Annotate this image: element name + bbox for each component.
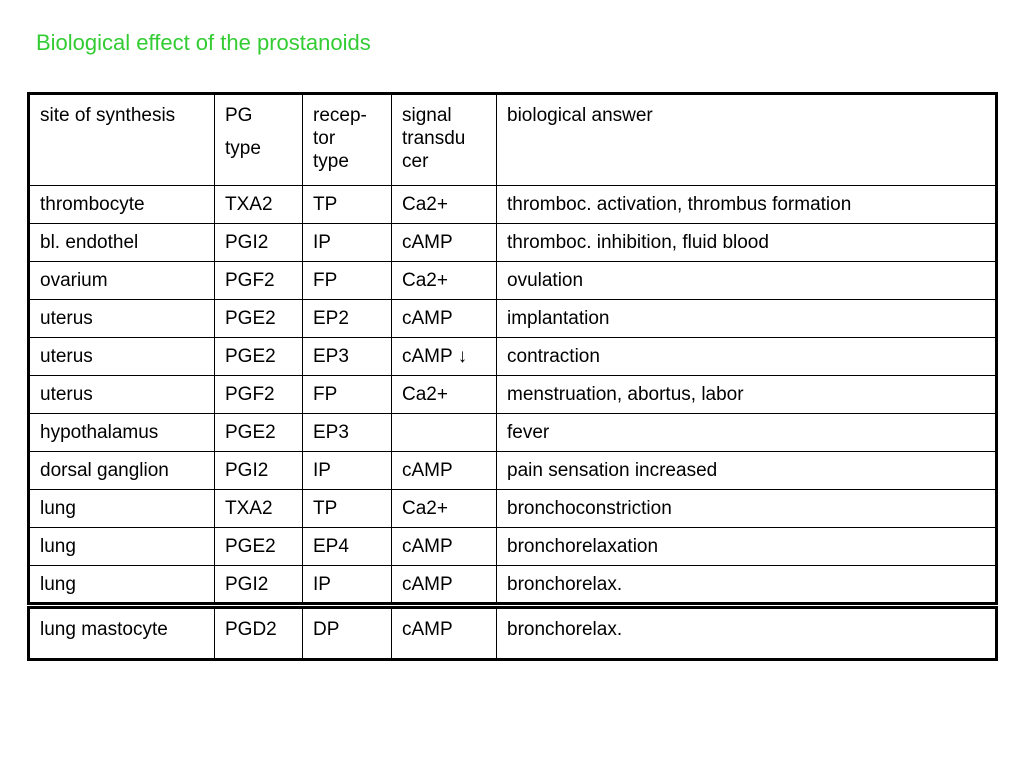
- cell-site: thrombocyte: [28, 185, 215, 224]
- cell-signal: cAMP: [391, 299, 497, 338]
- header-pg-type: PG type: [214, 93, 303, 186]
- cell-biological-answer: menstruation, abortus, labor: [496, 375, 997, 414]
- cell-site: ovarium: [28, 261, 215, 300]
- cell-signal: cAMP ↓: [391, 337, 497, 376]
- cell-biological-answer: pain sensation increased: [496, 451, 997, 490]
- header-receptor-line-2: tor: [313, 128, 336, 149]
- table-row: thrombocyte TXA2 TP Ca2+ thromboc. activatio…: [28, 185, 997, 224]
- cell-biological-answer: bronchorelax.: [496, 565, 997, 604]
- header-pg-line-1: PG: [225, 105, 253, 126]
- header-signal-line-2: transdu: [402, 128, 466, 149]
- header-pg-line-2: type: [225, 138, 261, 159]
- cell-site: lung: [28, 527, 215, 566]
- cell-site: uterus: [28, 299, 215, 338]
- cell-receptor: EP4: [302, 527, 392, 566]
- cell-receptor: FP: [302, 261, 392, 300]
- cell-biological-answer: bronchorelaxation: [496, 527, 997, 566]
- cell-biological-answer: bronchoconstriction: [496, 489, 997, 528]
- cell-pg-type: PGF2: [214, 375, 303, 414]
- cell-signal: Ca2+: [391, 261, 497, 300]
- header-receptor-line-1: recep-: [313, 105, 367, 126]
- cell-biological-answer: fever: [496, 413, 997, 452]
- table-row: ovarium PGF2 FP Ca2+ ovulation: [28, 261, 997, 300]
- header-biological-answer: biological answer: [496, 93, 997, 186]
- cell-site: bl. endothel: [28, 223, 215, 262]
- header-receptor-line-3: type: [313, 151, 349, 172]
- cell-site: lung mastocyte: [28, 607, 215, 660]
- table-row: lung PGE2 EP4 cAMP bronchorelaxation: [28, 527, 997, 566]
- cell-pg-type: TXA2: [214, 185, 303, 224]
- cell-signal: cAMP: [391, 607, 497, 660]
- cell-pg-type: PGE2: [214, 527, 303, 566]
- table-header-row: site of synthesis PG type recep- tor typ…: [28, 93, 997, 186]
- cell-biological-answer: bronchorelax.: [496, 607, 997, 660]
- cell-site: lung: [28, 565, 215, 604]
- table-row: uterus PGE2 EP2 cAMP implantation: [28, 299, 997, 338]
- cell-signal: Ca2+: [391, 375, 497, 414]
- cell-site: uterus: [28, 375, 215, 414]
- header-bio-label: biological answer: [507, 105, 653, 126]
- header-signal-transducer: signal transdu cer: [391, 93, 497, 186]
- cell-receptor: TP: [302, 489, 392, 528]
- cell-receptor: IP: [302, 451, 392, 490]
- cell-pg-type: PGI2: [214, 451, 303, 490]
- header-signal-line-3: cer: [402, 151, 429, 172]
- table-row: dorsal ganglion PGI2 IP cAMP pain sensation …: [28, 451, 997, 490]
- table-row: bl. endothel PGI2 IP cAMP thromboc. inhibiti…: [28, 223, 997, 262]
- table-row: uterus PGF2 FP Ca2+ menstruation, abortus, l…: [28, 375, 997, 414]
- cell-biological-answer: thromboc. inhibition, fluid blood: [496, 223, 997, 262]
- cell-site: uterus: [28, 337, 215, 376]
- table-row: lung TXA2 TP Ca2+ bronchoconstriction: [28, 489, 997, 528]
- slide-title: Biological effect of the prostanoids: [36, 30, 371, 55]
- cell-pg-type: PGE2: [214, 299, 303, 338]
- cell-pg-type: PGD2: [214, 607, 303, 660]
- cell-site: lung: [28, 489, 215, 528]
- cell-receptor: EP3: [302, 413, 392, 452]
- header-signal-line-1: signal: [402, 105, 452, 126]
- cell-signal: Ca2+: [391, 185, 497, 224]
- cell-signal: cAMP: [391, 223, 497, 262]
- cell-receptor: DP: [302, 607, 392, 660]
- cell-receptor: EP3: [302, 337, 392, 376]
- header-site-label: site of synthesis: [40, 105, 176, 126]
- cell-signal: cAMP: [391, 451, 497, 490]
- cell-pg-type: PGE2: [214, 337, 303, 376]
- header-receptor-type: recep- tor type: [302, 93, 392, 186]
- table-row: uterus PGE2 EP3 cAMP ↓ contraction: [28, 337, 997, 376]
- cell-receptor: IP: [302, 223, 392, 262]
- cell-receptor: TP: [302, 185, 392, 224]
- cell-pg-type: PGI2: [214, 565, 303, 604]
- cell-site: dorsal ganglion: [28, 451, 215, 490]
- table-row: lung mastocyte PGD2 DP cAMP bronchorelax…: [28, 607, 997, 660]
- cell-signal: [391, 413, 497, 452]
- table-row: lung PGI2 IP cAMP bronchorelax.: [28, 565, 997, 604]
- cell-biological-answer: implantation: [496, 299, 997, 338]
- cell-biological-answer: thromboc. activation, thrombus formation: [496, 185, 997, 224]
- mastocyte-table: lung mastocyte PGD2 DP cAMP bronchorelax…: [27, 606, 998, 661]
- cell-pg-type: TXA2: [214, 489, 303, 528]
- cell-receptor: FP: [302, 375, 392, 414]
- table-row: hypothalamus PGE2 EP3 fever: [28, 413, 997, 452]
- cell-signal: cAMP: [391, 527, 497, 566]
- cell-biological-answer: ovulation: [496, 261, 997, 300]
- cell-site: hypothalamus: [28, 413, 215, 452]
- cell-signal: cAMP: [391, 565, 497, 604]
- cell-pg-type: PGI2: [214, 223, 303, 262]
- cell-pg-type: PGE2: [214, 413, 303, 452]
- header-site: site of synthesis: [28, 93, 215, 186]
- prostanoid-table: site of synthesis PG type recep- tor typ…: [27, 92, 998, 605]
- cell-pg-type: PGF2: [214, 261, 303, 300]
- cell-receptor: EP2: [302, 299, 392, 338]
- cell-biological-answer: contraction: [496, 337, 997, 376]
- cell-signal: Ca2+: [391, 489, 497, 528]
- cell-receptor: IP: [302, 565, 392, 604]
